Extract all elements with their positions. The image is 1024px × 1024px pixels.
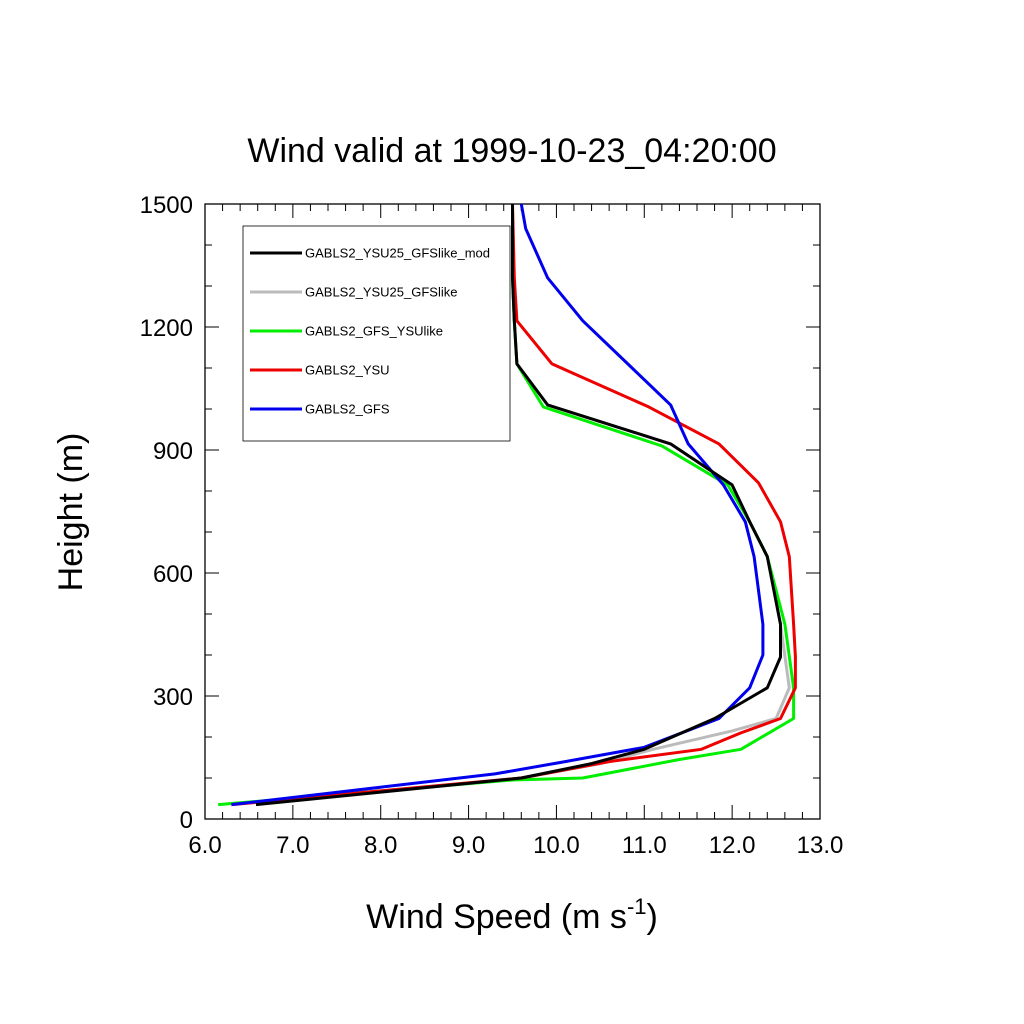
y-axis-label: Height (m) xyxy=(52,433,90,592)
x-tick-label: 11.0 xyxy=(622,832,667,859)
x-tick-label: 12.0 xyxy=(709,832,756,859)
x-tick-label: 10.0 xyxy=(533,832,580,859)
y-tick-label: 300 xyxy=(153,684,193,711)
x-axis-label-main: Wind Speed (m s xyxy=(366,898,627,936)
legend-label: GABLS2_GFS_YSUlike xyxy=(305,324,443,339)
legend-label: GABLS2_GFS xyxy=(305,402,390,417)
legend-label: GABLS2_YSU25_GFSlike_mod xyxy=(305,246,490,261)
series-line-gabls2-gfs xyxy=(231,203,765,807)
x-axis-ticks: 6.0 7.0 8.0 9.0 10.0 11.0 12.0 13.0 xyxy=(188,204,843,859)
x-axis-label-superscript: -1 xyxy=(627,894,647,919)
legend-label: GABLS2_YSU25_GFSlike xyxy=(305,285,457,300)
x-tick-label: 13.0 xyxy=(797,832,844,859)
series-line-gabls2-ysu xyxy=(231,203,797,807)
y-tick-label: 0 xyxy=(180,807,193,834)
chart-title: Wind valid at 1999-10-23_04:20:00 xyxy=(247,132,776,170)
y-tick-label: 600 xyxy=(153,561,193,588)
y-tick-label: 900 xyxy=(153,438,193,465)
series-line-gabls2-ysu25-gfslike-mod xyxy=(255,204,782,807)
x-tick-label: 8.0 xyxy=(364,832,397,859)
y-tick-label: 1200 xyxy=(140,315,193,342)
y-axis-ticks: 0 300 600 900 1200 1500 xyxy=(140,192,820,834)
x-tick-label: 9.0 xyxy=(452,832,485,859)
x-axis-label: Wind Speed (m s-1) xyxy=(366,894,658,936)
x-axis-label-end: ) xyxy=(647,898,658,936)
legend-label: GABLS2_YSU xyxy=(305,363,390,378)
x-tick-label: 6.0 xyxy=(188,832,221,859)
x-tick-label: 7.0 xyxy=(276,832,309,859)
series-lines xyxy=(218,203,797,807)
legend-box xyxy=(242,225,511,442)
legend: GABLS2_YSU25_GFSlike_mod GABLS2_YSU25_GFS… xyxy=(242,225,511,442)
y-tick-label: 1500 xyxy=(140,192,193,219)
